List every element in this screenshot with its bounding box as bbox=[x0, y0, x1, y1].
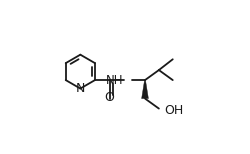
Polygon shape bbox=[142, 80, 148, 99]
Text: N: N bbox=[76, 82, 85, 95]
Text: NH: NH bbox=[106, 74, 124, 87]
Text: O: O bbox=[105, 91, 115, 104]
Text: OH: OH bbox=[164, 104, 184, 117]
